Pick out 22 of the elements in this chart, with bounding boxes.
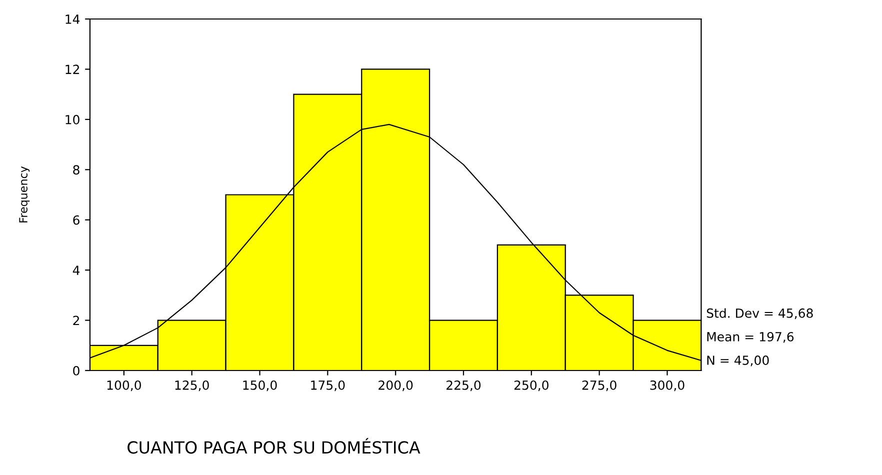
x-axis-title: CUANTO PAGA POR SU DOMÉSTICA <box>128 438 420 454</box>
y-tick-label: 4 <box>72 266 80 275</box>
x-tick-label: 125,0 <box>175 380 209 392</box>
x-tick-label: 100,0 <box>107 380 141 392</box>
y-axis-title: Frequency <box>19 166 30 222</box>
text: Mean = 197,6 <box>707 332 794 343</box>
x-tick-label: 175,0 <box>311 380 345 392</box>
y-tick-label: 8 <box>73 165 80 175</box>
y-tick-label: 6 <box>73 215 80 225</box>
y-tick-label: 12 <box>66 64 79 74</box>
y-tick-label: 2 <box>73 316 79 326</box>
x-tick-label: 225,0 <box>446 380 481 392</box>
x-tick-label: 275,0 <box>582 380 616 392</box>
y-tick-label: 0 <box>73 366 80 376</box>
x-tick-label: 150,0 <box>243 380 277 392</box>
y-tick-label: 10 <box>66 114 80 124</box>
text: Std. Dev = 45,68 <box>706 308 813 320</box>
x-tick-label: 200,0 <box>378 380 413 392</box>
x-tick-label: 300,0 <box>650 380 684 392</box>
y-tick-label: 14 <box>66 14 80 24</box>
text: N = 45,00 <box>707 356 769 366</box>
x-tick-label: 250,0 <box>514 380 548 392</box>
